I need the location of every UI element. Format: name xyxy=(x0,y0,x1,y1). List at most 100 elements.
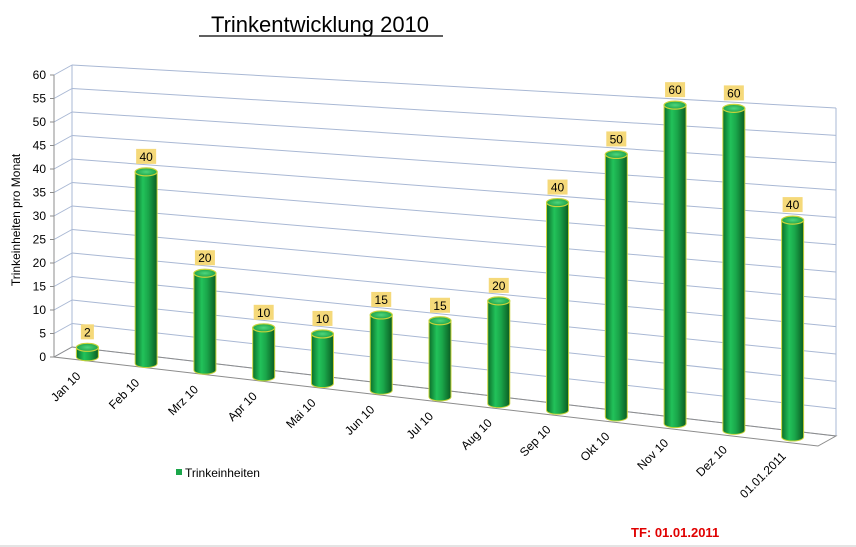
gridline-side xyxy=(53,88,73,99)
x-tick-label: Mrz 10 xyxy=(165,382,201,418)
gridline-side xyxy=(53,323,73,334)
gridline-side xyxy=(53,158,73,170)
y-tick-label: 20 xyxy=(33,256,47,270)
data-label: 40 xyxy=(551,181,565,195)
gridline xyxy=(71,135,837,191)
bar-body xyxy=(781,219,805,442)
data-label-box xyxy=(665,82,686,98)
bar-body xyxy=(369,314,393,395)
bar-top xyxy=(428,316,452,326)
bar: 50 xyxy=(604,131,628,422)
x-tick-label: Jun 10 xyxy=(342,402,378,438)
data-label: 10 xyxy=(257,306,271,320)
gridline-side xyxy=(53,64,73,76)
bar-top xyxy=(75,342,99,352)
gridline xyxy=(71,88,837,136)
x-tick-label: Feb 10 xyxy=(106,375,143,412)
bar: 60 xyxy=(722,85,746,435)
x-tick-label: 01.01.2011 xyxy=(737,449,789,501)
x-tick-label: Dez 10 xyxy=(693,442,730,479)
data-label: 2 xyxy=(84,325,91,339)
y-tick-label: 35 xyxy=(33,186,47,200)
gridline xyxy=(71,229,837,300)
x-tick-label: Mai 10 xyxy=(283,396,319,432)
data-label-box xyxy=(488,277,509,293)
bar-body xyxy=(193,272,217,375)
data-label: 20 xyxy=(492,279,506,293)
bar: 20 xyxy=(487,277,511,409)
y-tick-label: 40 xyxy=(33,162,47,176)
data-label-box xyxy=(194,250,215,266)
x-tick-label: Sep 10 xyxy=(517,422,554,459)
legend: Trinkeinheiten xyxy=(176,466,260,480)
x-tick-label: Apr 10 xyxy=(225,389,260,424)
data-label-box xyxy=(430,297,450,313)
data-label-box xyxy=(723,85,744,101)
bar: 2 xyxy=(75,324,99,362)
bar-body xyxy=(546,202,570,415)
y-tick-label: 10 xyxy=(33,303,47,317)
y-tick-label: 50 xyxy=(33,115,47,129)
bar: 15 xyxy=(369,291,393,395)
y-tick-label: 30 xyxy=(33,209,47,223)
bar-top xyxy=(369,310,393,320)
gridline-side xyxy=(53,299,73,311)
bar: 40 xyxy=(781,197,805,442)
bar-body xyxy=(722,107,746,435)
bar-body xyxy=(134,171,158,368)
y-tick-label: 5 xyxy=(39,327,46,341)
data-label: 10 xyxy=(316,312,330,326)
bar-body xyxy=(252,327,276,382)
x-tick-label: Okt 10 xyxy=(578,429,613,464)
y-tick-layer: 0 5 10 15 20 25 30 35 40 45 50 55 60 xyxy=(33,68,47,364)
data-label-box xyxy=(606,131,627,147)
bar: 20 xyxy=(193,250,217,375)
x-tick-label: Jul 10 xyxy=(404,409,437,442)
bar: 15 xyxy=(428,297,452,402)
bar-top xyxy=(134,167,158,177)
data-label: 15 xyxy=(433,299,447,313)
data-label: 50 xyxy=(610,132,624,146)
y-tick-label: 55 xyxy=(33,92,47,106)
gridline xyxy=(71,111,837,164)
gridline xyxy=(71,299,837,382)
y-tick-label: 60 xyxy=(33,68,47,82)
bar-body xyxy=(487,300,511,409)
gridline-side xyxy=(53,205,73,217)
gridline-side xyxy=(53,111,73,123)
data-label-box xyxy=(782,197,803,213)
y-axis-label: Trinkeinheiten pro Monat xyxy=(9,153,23,286)
bar: 10 xyxy=(310,310,335,389)
gridline-side xyxy=(53,135,73,146)
y-tick-label: 15 xyxy=(33,280,47,294)
footer-note: TF: 01.01.2011 xyxy=(631,525,719,540)
bar-top xyxy=(193,268,217,278)
bar: 40 xyxy=(134,148,158,368)
gridline-side xyxy=(53,276,73,287)
data-label-box xyxy=(547,179,568,195)
data-label-box xyxy=(80,324,94,340)
chart-title: Trinkentwicklung 2010 xyxy=(211,12,429,37)
gridline-side xyxy=(53,182,73,193)
bar-top xyxy=(781,215,805,225)
legend-label: Trinkeinheiten xyxy=(185,466,260,480)
x-tick-label: Aug 10 xyxy=(458,416,495,453)
bar-top xyxy=(487,296,511,306)
data-label: 40 xyxy=(139,150,153,164)
x-tick-label: Jan 10 xyxy=(48,369,84,405)
gridline xyxy=(71,252,837,328)
floor xyxy=(52,346,838,447)
y-tick-label: 0 xyxy=(39,350,46,364)
bar-top xyxy=(722,103,746,113)
bar: 40 xyxy=(545,179,570,415)
bar-top xyxy=(604,149,628,160)
bar: 10 xyxy=(252,304,276,382)
data-label: 60 xyxy=(668,83,682,97)
bar: 60 xyxy=(663,82,687,429)
data-label: 15 xyxy=(375,293,389,307)
legend-swatch xyxy=(176,469,182,475)
x-tick-label: Nov 10 xyxy=(634,436,671,473)
data-label: 60 xyxy=(727,86,741,100)
